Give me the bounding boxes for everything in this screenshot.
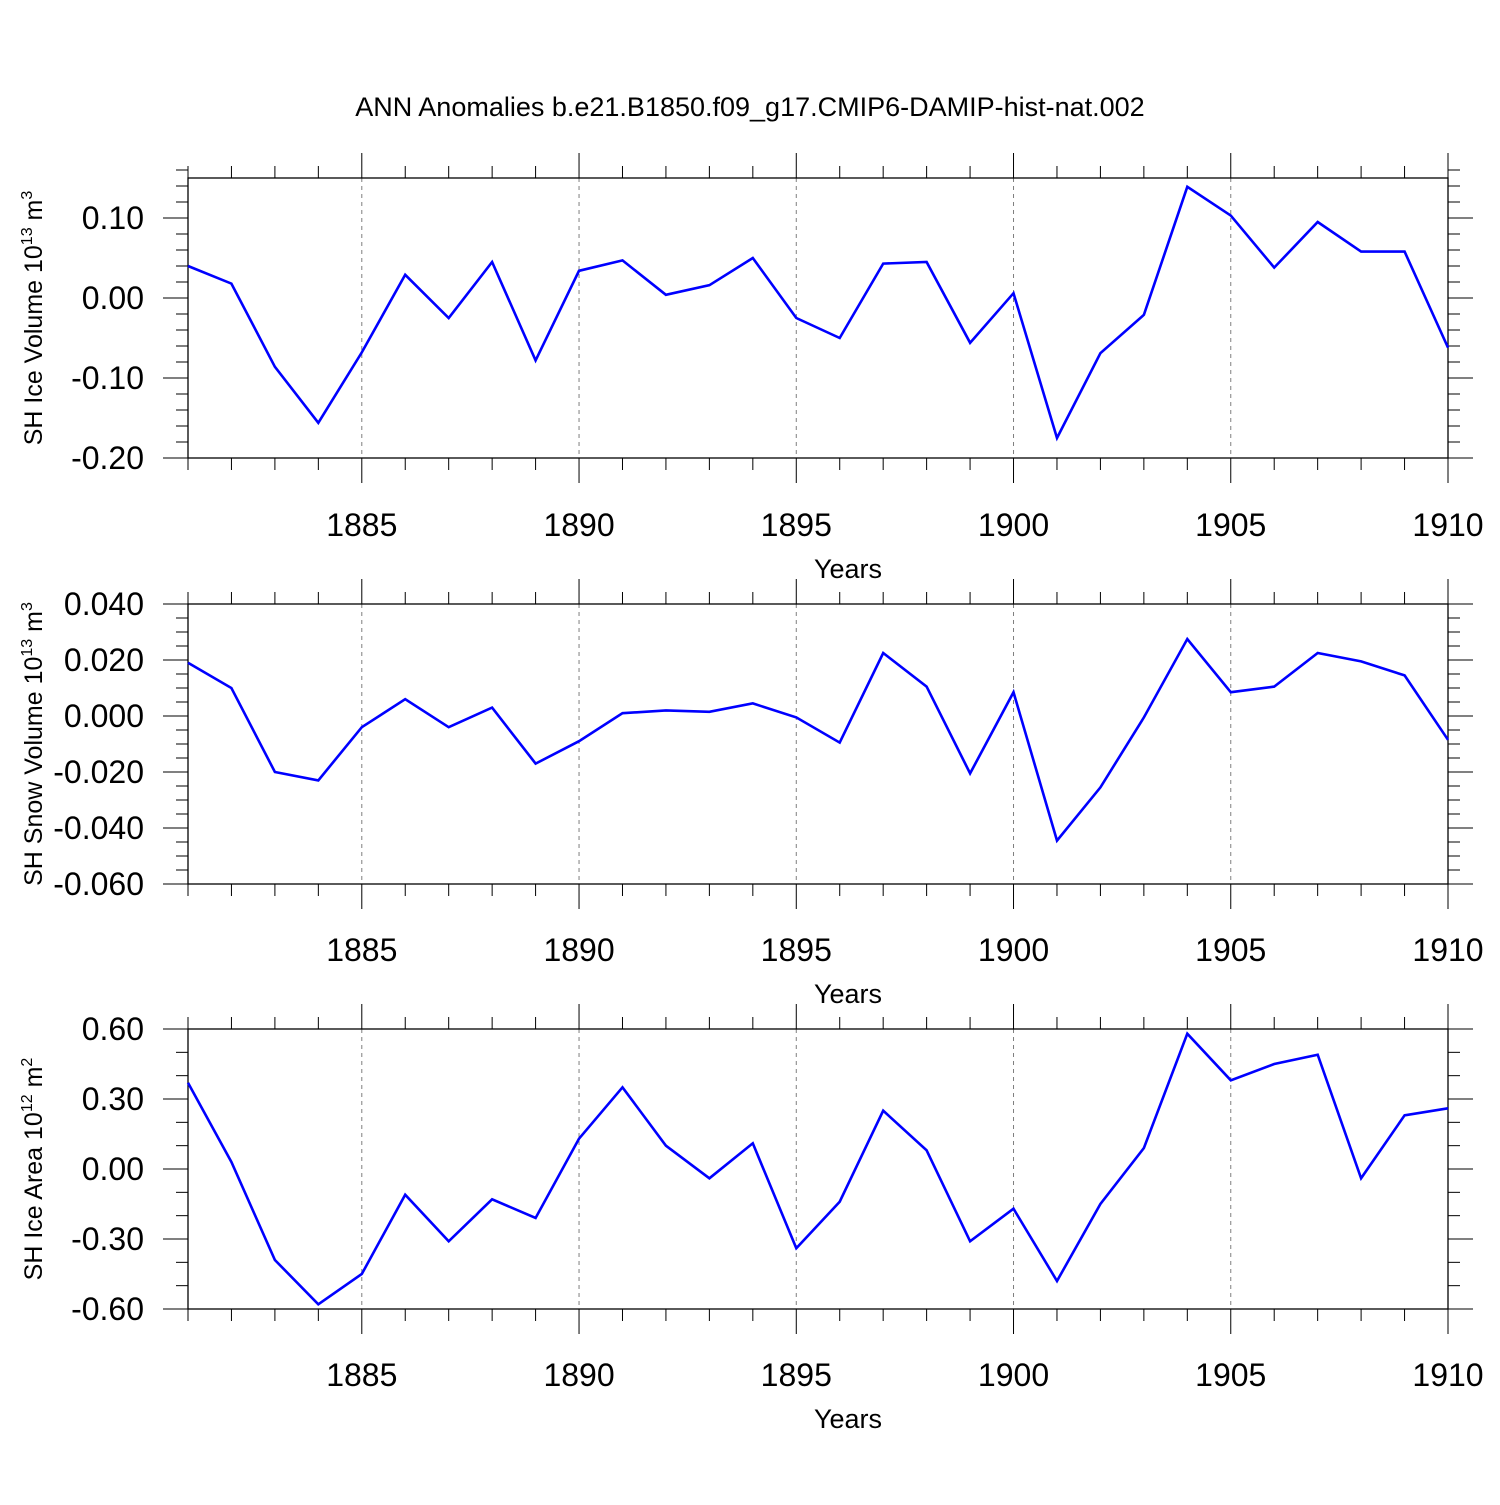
x-tick-label: 1895	[761, 932, 832, 968]
plot-frame	[188, 178, 1448, 458]
series-line	[188, 1034, 1448, 1305]
y-axis-label-unit: m	[20, 200, 48, 228]
x-tick-label: 1895	[761, 1357, 832, 1393]
y-tick-label: 0.020	[64, 642, 144, 678]
y-axis-label-exponent: 13	[19, 227, 36, 245]
y-axis-label: SH Snow Volume 1013 m3	[19, 602, 48, 886]
y-tick-label: -0.10	[71, 360, 144, 396]
y-axis-label-exponent: 12	[19, 1094, 36, 1112]
x-tick-label: 1890	[543, 507, 614, 543]
x-axis-label: Years	[814, 554, 882, 584]
panel-3: 0.60 0.30 0.00 -0.30 -0.60 1885 1890 1895 1900 19…	[19, 1004, 1484, 1434]
panel-2: 0.040 0.020 0.000 -0.020 -0.040 -0.060 1885 189…	[19, 579, 1484, 1009]
y-tick-label: 0.00	[82, 1151, 144, 1187]
panel-1: 0.10 0.00 -0.10 -0.20 1885 1890 1895 1900 1905 19…	[19, 153, 1484, 584]
x-tick-label: 1890	[543, 1357, 614, 1393]
x-axis-label: Years	[814, 1404, 882, 1434]
y-axis-label-unit-exponent: 2	[19, 1058, 36, 1067]
y-axis-label-unit-exponent: 3	[19, 602, 36, 611]
y-tick-label: -0.30	[71, 1221, 144, 1257]
y-tick-label: -0.040	[53, 810, 144, 846]
x-tick-label: 1905	[1195, 507, 1266, 543]
y-tick-label: 0.30	[82, 1081, 144, 1117]
x-tick-label: 1910	[1412, 932, 1483, 968]
plot-frame	[188, 604, 1448, 884]
y-tick-label: -0.020	[53, 754, 144, 790]
y-axis-label: SH Ice Area 1012 m2	[19, 1058, 48, 1281]
y-axis-label-unit-exponent: 3	[19, 191, 36, 200]
y-axis-label-unit: m	[20, 1067, 48, 1095]
x-axis-label: Years	[814, 979, 882, 1009]
x-tick-label: 1905	[1195, 932, 1266, 968]
chart-title: ANN Anomalies b.e21.B1850.f09_g17.CMIP6-…	[355, 92, 1144, 122]
y-axis-label-text: SH Snow Volume 10	[20, 657, 48, 886]
x-tick-label: 1890	[543, 932, 614, 968]
y-tick-label: -0.60	[71, 1291, 144, 1327]
y-axis-label-text: SH Ice Area 10	[20, 1112, 48, 1280]
x-tick-label: 1900	[978, 507, 1049, 543]
y-tick-label: -0.060	[53, 866, 144, 902]
y-tick-label: 0.040	[64, 586, 144, 622]
y-axis-label-exponent: 13	[19, 639, 36, 657]
series-line	[188, 187, 1448, 438]
x-tick-label: 1885	[326, 1357, 397, 1393]
y-axis-label: SH Ice Volume 1013 m3	[19, 191, 48, 446]
x-tick-label: 1910	[1412, 507, 1483, 543]
y-tick-label: 0.00	[82, 280, 144, 316]
x-tick-label: 1885	[326, 932, 397, 968]
x-tick-label: 1895	[761, 507, 832, 543]
y-tick-label: 0.60	[82, 1011, 144, 1047]
y-tick-label: -0.20	[71, 440, 144, 476]
y-tick-label: 0.10	[82, 200, 144, 236]
y-axis-label-text: SH Ice Volume 10	[20, 245, 48, 445]
x-tick-label: 1905	[1195, 1357, 1266, 1393]
series-line	[188, 639, 1448, 841]
x-tick-label: 1885	[326, 507, 397, 543]
x-tick-label: 1900	[978, 932, 1049, 968]
x-tick-label: 1900	[978, 1357, 1049, 1393]
y-axis-label-unit: m	[20, 611, 48, 639]
y-tick-label: 0.000	[64, 698, 144, 734]
x-tick-label: 1910	[1412, 1357, 1483, 1393]
